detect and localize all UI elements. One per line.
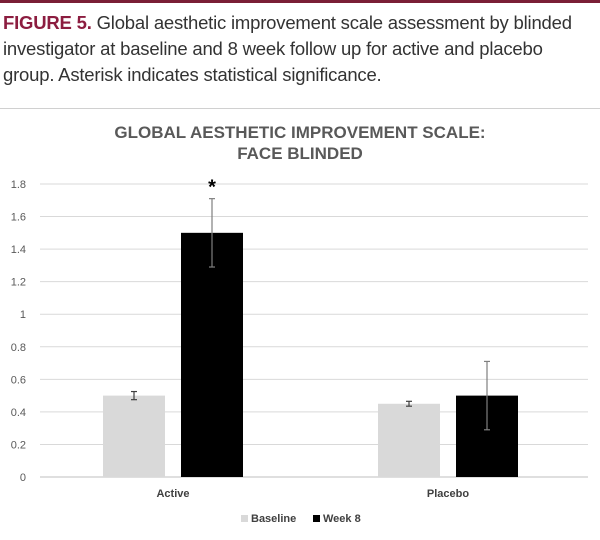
chart-area bbox=[0, 108, 600, 540]
bar-baseline-active bbox=[103, 395, 165, 477]
y-tick-label: 0.6 bbox=[11, 374, 26, 386]
y-tick-label: 1.2 bbox=[11, 277, 26, 289]
significance-asterisk: * bbox=[208, 177, 216, 199]
figure-label: FIGURE 5. bbox=[3, 12, 92, 33]
x-category-label: Placebo bbox=[427, 488, 469, 500]
chart-title-line-1: GLOBAL AESTHETIC IMPROVEMENT SCALE: bbox=[114, 123, 486, 142]
bar-baseline-placebo bbox=[378, 403, 440, 477]
chart-title: GLOBAL AESTHETIC IMPROVEMENT SCALE: FACE… bbox=[0, 122, 600, 164]
y-tick-label: 1.8 bbox=[11, 179, 26, 191]
caption-text: Global aesthetic improvement scale asses… bbox=[3, 12, 572, 85]
y-tick-label: 0.8 bbox=[11, 342, 26, 354]
legend-swatch bbox=[241, 515, 248, 522]
y-tick-label: 0.4 bbox=[11, 407, 26, 419]
top-rule bbox=[0, 0, 600, 3]
figure-caption: FIGURE 5. Global aesthetic improvement s… bbox=[3, 10, 593, 88]
y-tick-label: 1.4 bbox=[11, 244, 26, 256]
bar-week-8-active bbox=[181, 232, 243, 477]
chart-title-line-2: FACE BLINDED bbox=[237, 144, 363, 163]
legend-swatch bbox=[313, 515, 320, 522]
legend-label: Baseline bbox=[251, 513, 296, 525]
y-tick-label: 0 bbox=[20, 472, 26, 484]
legend-label: Week 8 bbox=[323, 513, 361, 525]
y-tick-label: 1.6 bbox=[11, 212, 26, 224]
x-category-label: Active bbox=[156, 488, 189, 500]
y-tick-label: 1 bbox=[20, 309, 26, 321]
y-tick-label: 0.2 bbox=[11, 439, 26, 451]
